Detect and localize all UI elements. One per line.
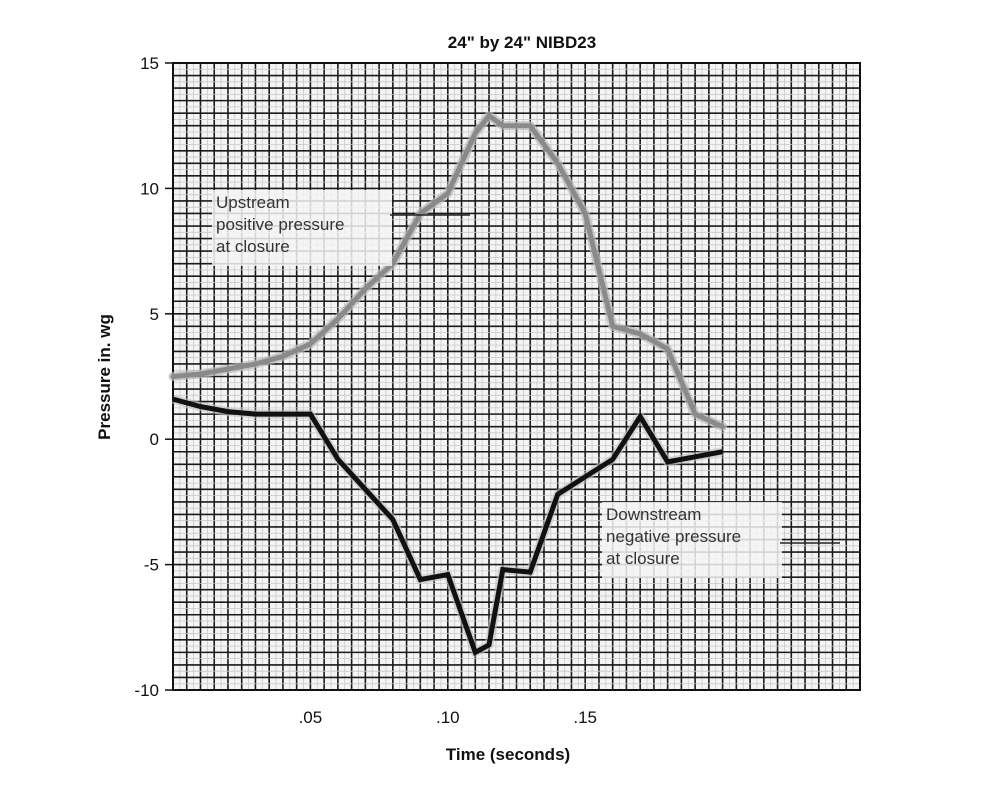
upstream-label-line: at closure [216,237,290,256]
x-tick-label: .05 [299,708,323,727]
grid [172,62,861,691]
tick-labels: 15 10 5 0 -5 -10 .05 .10 .15 [134,54,597,727]
y-tick-label: 0 [150,430,159,449]
y-tick-label: -5 [144,556,159,575]
y-axis-label: Pressure in. wg [95,314,114,440]
downstream-label-bg [602,502,782,578]
downstream-label-line: Downstream [606,505,701,524]
upstream-label-bg [212,190,392,266]
series-layer [168,111,728,657]
upstream-label-line: Upstream [216,193,290,212]
upstream-pressure-line [170,113,726,430]
downstream-pressure-line [172,396,724,657]
y-tick-label: 10 [140,179,159,198]
downstream-label-line: negative pressure [606,527,741,546]
annotations: Upstream positive pressure at closure Downs… [212,190,840,578]
y-tick-label: 15 [140,54,159,73]
downstream-label-line: at closure [606,549,680,568]
upstream-label-line: positive pressure [216,215,345,234]
x-tick-label: .10 [436,708,460,727]
x-tick-label: .15 [573,708,597,727]
x-axis-label: Time (seconds) [446,745,570,764]
chart-title: 24" by 24" NIBD23 [448,33,596,52]
y-tick-label: -10 [134,681,159,700]
y-tick-label: 5 [150,305,159,324]
